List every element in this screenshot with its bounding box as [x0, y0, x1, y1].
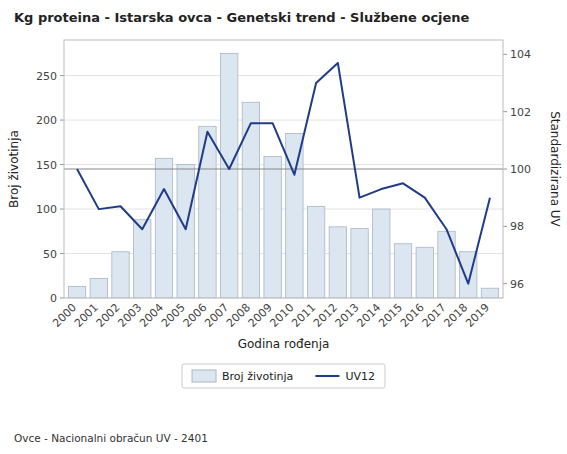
bar: [481, 288, 498, 298]
x-tick-label: 2003: [115, 301, 144, 330]
y2-tick-label: 104: [510, 48, 531, 61]
x-tick-label: 2011: [289, 301, 318, 330]
bar: [264, 157, 281, 298]
legend-item: Broj životinja: [192, 370, 293, 383]
legend: Broj životinja UV12: [182, 364, 385, 388]
y2-tick-label: 98: [510, 220, 524, 233]
grid: [64, 76, 503, 298]
legend-label: UV12: [345, 370, 375, 383]
legend-swatch: [192, 370, 216, 382]
y2-axis-label: Standardizirana UV: [548, 111, 562, 227]
grid-line: [64, 253, 503, 254]
legend-box: [182, 364, 385, 388]
x-tick-label: 2000: [50, 301, 79, 330]
x-tick-label: 2005: [159, 301, 188, 330]
x-tick-label: 2006: [181, 301, 210, 330]
y2-tick: [503, 111, 507, 112]
bar: [242, 102, 259, 298]
bar: [329, 227, 346, 298]
marks: [64, 53, 503, 298]
y-tick: [60, 298, 64, 299]
y-tick: [60, 253, 64, 254]
x-axis-label: Godina rođenja: [238, 337, 330, 351]
grid-line: [64, 164, 503, 165]
y-tick-label: 250: [36, 70, 57, 83]
y2-tick-label: 96: [510, 278, 524, 291]
chart: Kg proteina - Istarska ovca - Genetski t…: [0, 0, 567, 454]
y2-tick: [503, 169, 507, 170]
y-tick-label: 150: [36, 159, 57, 172]
x-tick-label: 2009: [246, 301, 275, 330]
bar: [90, 278, 107, 298]
legend-label: Broj životinja: [222, 370, 293, 383]
bar: [112, 252, 129, 298]
bar: [416, 247, 433, 298]
x-tick-label: 2004: [137, 301, 166, 330]
bar: [68, 286, 85, 298]
y-tick: [60, 120, 64, 121]
bar: [307, 206, 324, 298]
bar: [220, 53, 237, 298]
plot-frame: [64, 40, 503, 298]
bar: [155, 158, 172, 298]
y-tick: [60, 209, 64, 210]
y-tick: [60, 75, 64, 76]
bar: [351, 229, 368, 298]
y2-tick: [503, 226, 507, 227]
grid-line: [64, 209, 503, 210]
y2-tick-label: 100: [510, 163, 531, 176]
y2-tick: [503, 54, 507, 55]
title: Kg proteina - Istarska ovca - Genetski t…: [14, 10, 470, 25]
y2-tick: [503, 283, 507, 284]
legend-swatch: [315, 375, 339, 377]
bar: [394, 244, 411, 298]
x-tick-label: 2016: [398, 301, 427, 330]
x-tick-label: 2012: [311, 301, 340, 330]
bar: [199, 126, 216, 298]
x-tick-label: 2017: [420, 301, 449, 330]
y-tick-label: 200: [36, 114, 57, 127]
grid-line: [64, 120, 503, 121]
x-tick-label: 2007: [202, 301, 231, 330]
x-tick-label: 2001: [72, 301, 101, 330]
bar: [438, 231, 455, 298]
x-tick-label: 2015: [376, 301, 405, 330]
bar: [134, 220, 151, 298]
y-tick: [60, 164, 64, 165]
x-tick-label: 2002: [94, 301, 123, 330]
x-tick-label: 2008: [224, 301, 253, 330]
y-tick-label: 100: [36, 203, 57, 216]
y-tick-label: 50: [43, 248, 57, 261]
y-axis-label: Broj životinja: [7, 130, 21, 208]
legend-item: UV12: [315, 370, 375, 383]
x-tick-label: 2010: [267, 301, 296, 330]
x-tick-label: 2014: [354, 301, 383, 330]
y-tick-label: 0: [50, 292, 57, 305]
x-tick-label: 2018: [441, 301, 470, 330]
bar: [373, 209, 390, 298]
grid-line: [64, 75, 503, 76]
y2-tick-label: 102: [510, 106, 531, 119]
x-tick-label: 2019: [463, 301, 492, 330]
bar: [177, 165, 194, 298]
x-tick-label: 2013: [333, 301, 362, 330]
footer: Ovce - Nacionalni obračun UV - 2401: [14, 432, 208, 444]
reference-line: [64, 169, 503, 170]
line: [77, 63, 490, 284]
